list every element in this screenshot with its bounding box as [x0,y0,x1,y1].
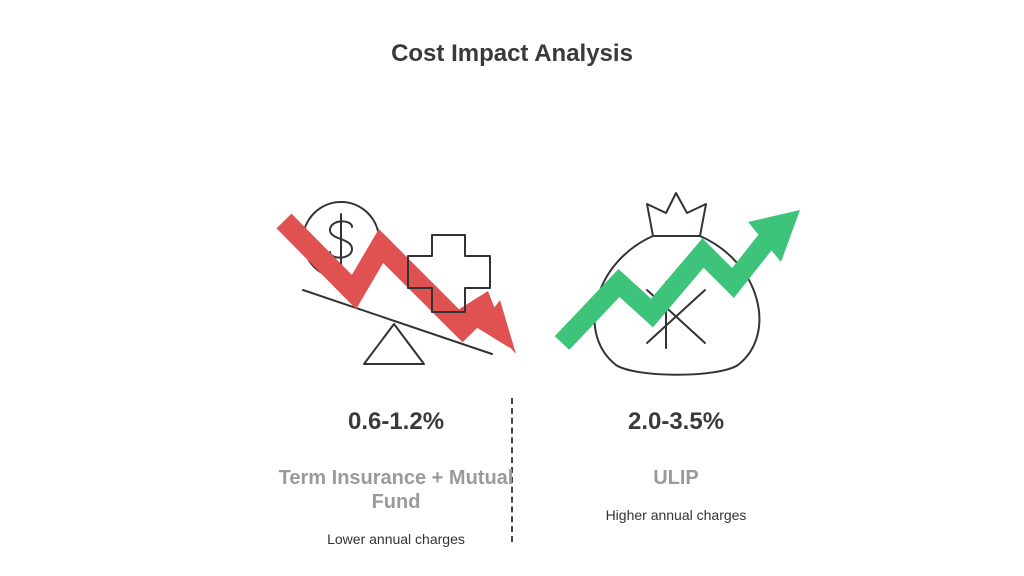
left-value: 0.6-1.2% [347,408,445,435]
right-name: ULIP [653,467,699,489]
page-title: Cost Impact Analysis [391,40,633,67]
up-trend-arrow-icon [554,210,800,350]
column-divider [511,398,513,542]
left-name: Term Insurance + Mutual Fund [278,467,514,513]
right-value: 2.0-3.5% [627,408,725,435]
medical-cross-icon [407,234,491,313]
right-description: Higher annual charges [605,507,747,523]
down-trend-arrow-icon [276,213,516,354]
left-description: Lower annual charges [327,531,465,547]
seesaw-scale-icon [302,289,493,365]
